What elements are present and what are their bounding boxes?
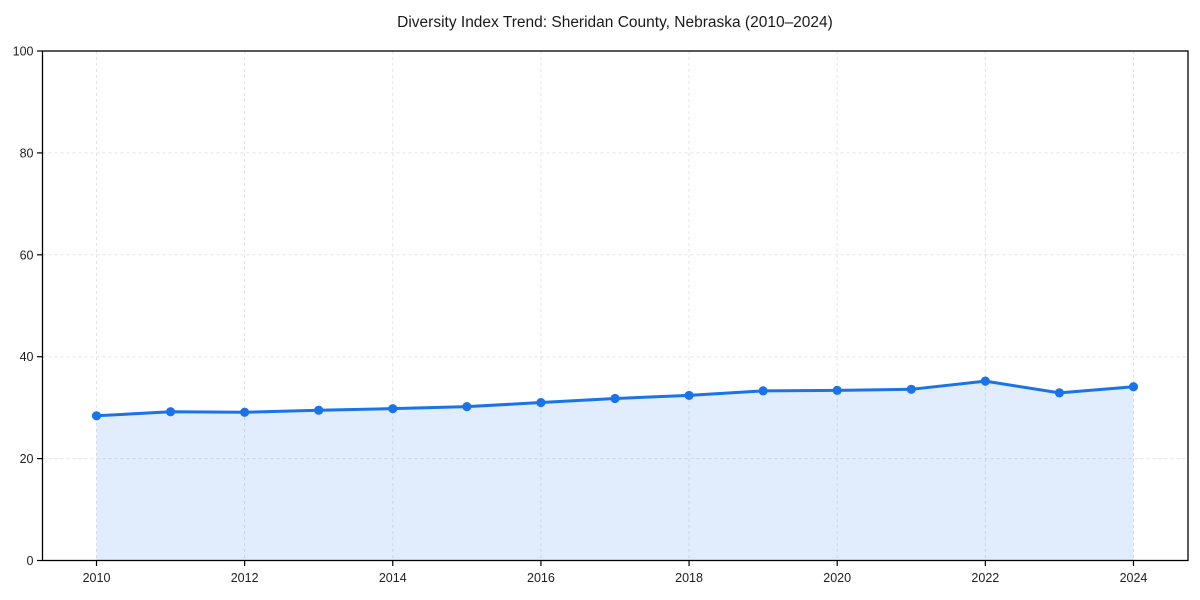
data-point-layer bbox=[91, 376, 1139, 421]
area-fill-layer bbox=[96, 381, 1134, 561]
x-tick-label: 2012 bbox=[231, 571, 259, 585]
data-point-2021 bbox=[906, 384, 916, 394]
series-area-fill bbox=[96, 381, 1134, 561]
y-tick-label: 80 bbox=[20, 146, 34, 160]
data-point-2024 bbox=[1128, 382, 1139, 392]
y-tick-label: 40 bbox=[20, 350, 34, 364]
data-point-2020 bbox=[832, 385, 842, 395]
x-tick-label: 2014 bbox=[379, 571, 407, 585]
data-point-2014 bbox=[388, 404, 398, 414]
x-tick-label: 2010 bbox=[83, 571, 111, 585]
axis-ticks bbox=[37, 50, 1135, 566]
y-tick-label: 0 bbox=[27, 554, 34, 568]
x-tick-label: 2022 bbox=[971, 571, 999, 585]
chart-title: Diversity Index Trend: Sheridan County, … bbox=[397, 14, 833, 31]
y-tick-label: 20 bbox=[20, 452, 34, 466]
data-point-2012 bbox=[240, 407, 250, 417]
data-point-2015 bbox=[462, 402, 472, 412]
gridlines bbox=[42, 50, 1188, 561]
data-point-2017 bbox=[610, 393, 620, 404]
y-tick-label: 60 bbox=[20, 248, 34, 262]
plot-frame bbox=[41, 50, 1189, 562]
data-point-2023 bbox=[1054, 388, 1065, 398]
x-tick-label: 2024 bbox=[1120, 571, 1148, 585]
axis-tick-labels: 2010 2012 2014 2016 2018 2020 2022 2024 0 20 40 60 8… bbox=[13, 45, 1148, 586]
x-tick-label: 2018 bbox=[675, 571, 703, 585]
y-tick-label: 100 bbox=[13, 45, 34, 59]
data-point-2016 bbox=[536, 397, 546, 408]
data-point-2011 bbox=[165, 407, 176, 417]
data-point-2013 bbox=[314, 405, 324, 415]
data-point-2010 bbox=[91, 411, 102, 421]
data-point-2018 bbox=[684, 390, 694, 401]
data-point-2019 bbox=[758, 386, 768, 396]
x-tick-label: 2020 bbox=[823, 571, 851, 585]
x-tick-label: 2016 bbox=[527, 571, 555, 585]
data-point-2022 bbox=[980, 376, 990, 386]
